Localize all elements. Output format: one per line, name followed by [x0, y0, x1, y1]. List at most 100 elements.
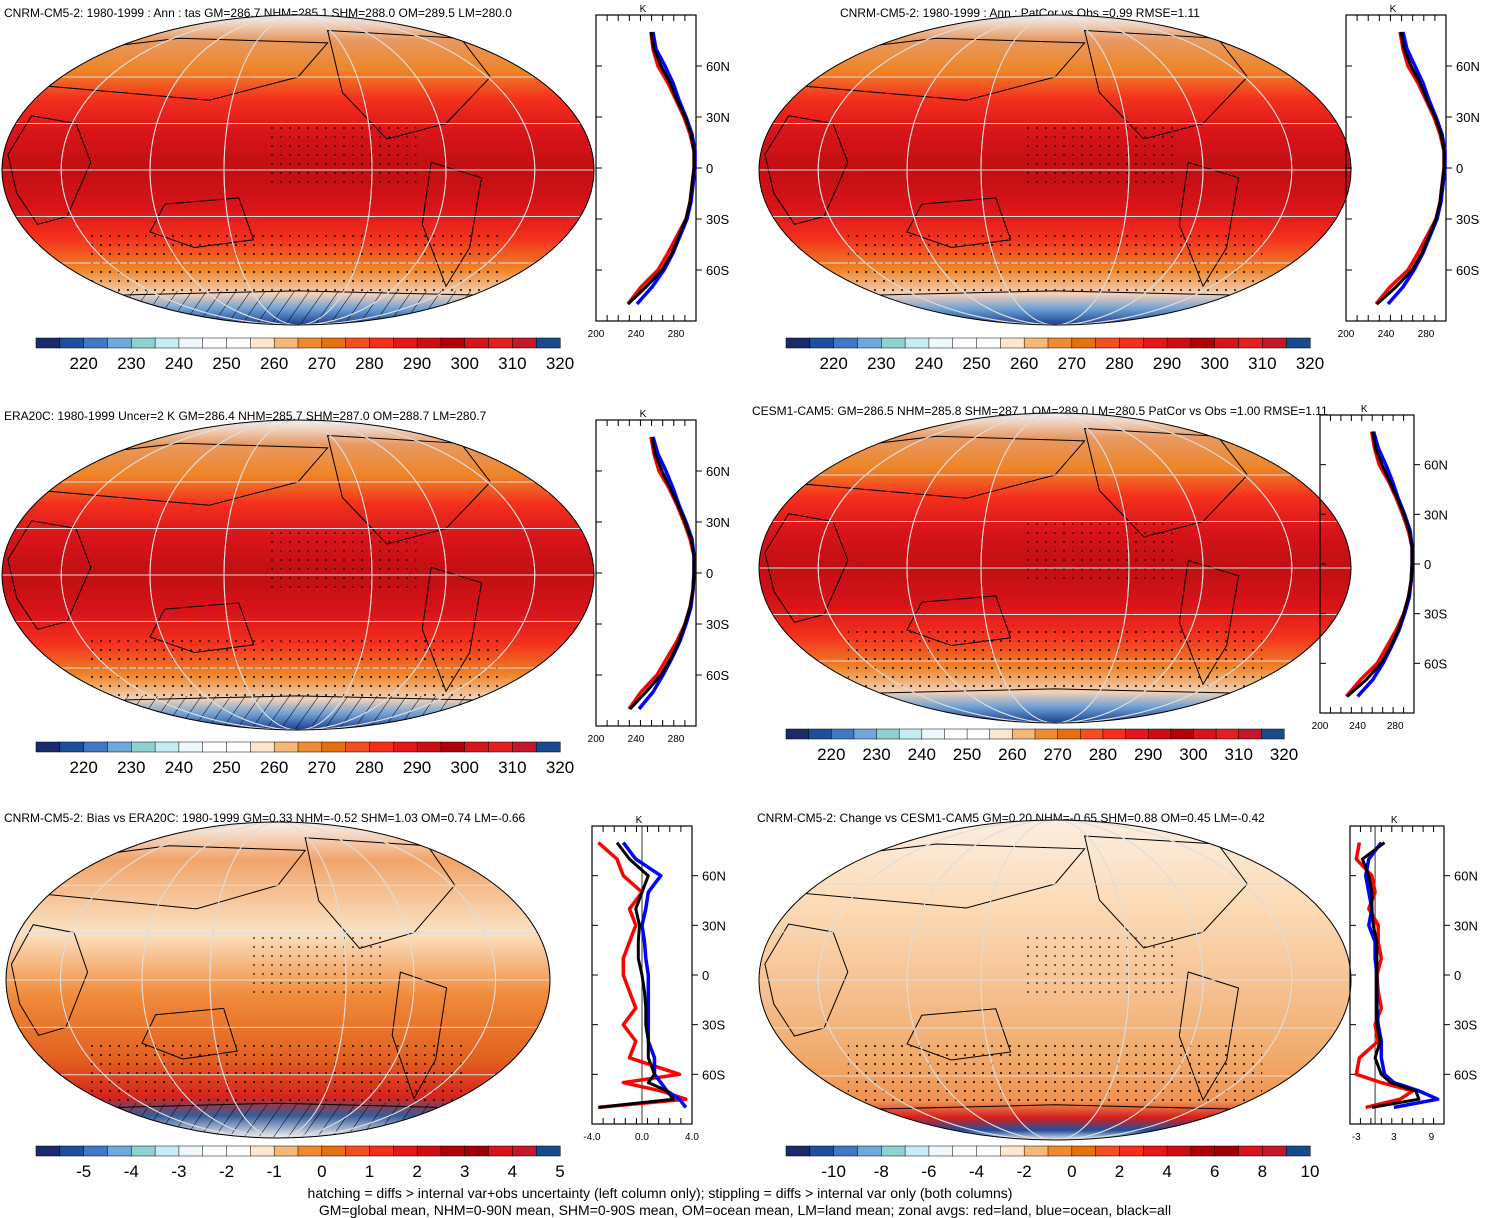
- colorbar-swatch: [1023, 337, 1049, 349]
- colorbar-swatch: [35, 337, 61, 349]
- zonal-x-tick-label: 9: [1429, 1132, 1435, 1143]
- panel-5: CNRM-CM5-2: Bias vs ERA20C: 1980-1999 GM…: [4, 811, 726, 1181]
- colorbar-swatch: [488, 741, 513, 753]
- colorbar-swatch: [369, 337, 394, 349]
- longitude-line: [906, 15, 1204, 325]
- colorbar: 220 230 240 250 260 270 280 290 300 310 320: [35, 337, 574, 373]
- panel-1: CNRM-CM5-2: 1980-1999 : Ann : tas GM=286…: [1, 4, 730, 373]
- colorbar-swatch: [1262, 337, 1287, 349]
- zonal-frame: [595, 14, 697, 322]
- colorbar-swatch: [1071, 337, 1097, 349]
- zonal-frame: [1345, 14, 1447, 322]
- zonal-x-tick-label: 200: [1312, 721, 1329, 732]
- longitude-line: [141, 822, 415, 1138]
- colorbar-tick-label: 1: [365, 1162, 374, 1181]
- colorbar-swatch: [1285, 337, 1311, 349]
- colorbar-swatch: [857, 337, 882, 349]
- stippling: [250, 932, 387, 996]
- longitude-line: [980, 15, 1130, 325]
- colorbar-tick-label: 290: [1153, 354, 1181, 373]
- colorbar-tick-label: 220: [69, 758, 97, 777]
- colorbar-swatch: [898, 728, 923, 740]
- zonal-line-all: [598, 841, 675, 1109]
- colorbar-tick-label: 220: [69, 354, 97, 373]
- colorbar-swatch: [369, 741, 394, 753]
- colorbar-swatch: [35, 1145, 61, 1157]
- longitude-line: [906, 820, 1204, 1140]
- colorbar-swatch: [1262, 1145, 1287, 1157]
- colorbar-tick-label: -10: [821, 1162, 846, 1181]
- zonal-y-tick-label: 30N: [1454, 918, 1478, 933]
- longitude-line: [209, 822, 347, 1138]
- zonal-y-tick-label: 60N: [1424, 458, 1448, 473]
- colorbar-swatch: [1285, 1145, 1311, 1157]
- longitude-line: [980, 820, 1130, 1140]
- colorbar-swatch: [989, 728, 1013, 740]
- colorbar-tick-label: 240: [165, 758, 193, 777]
- colorbar-swatch: [345, 1145, 371, 1157]
- zonal-profile: K -4.0 0.0 4.0 60N 30N 0 30S 60S: [583, 815, 725, 1143]
- colorbar-tick-label: -3: [171, 1162, 186, 1181]
- zonal-y-tick-label: 30S: [706, 212, 729, 227]
- colorbar-tick-label: 230: [867, 354, 895, 373]
- colorbar-swatch: [393, 741, 418, 753]
- colorbar-swatch: [154, 337, 180, 349]
- zonal-y-tick-label: 60N: [702, 869, 726, 884]
- zonal-y-tick-label: 30S: [1456, 212, 1479, 227]
- panel-title: CNRM-CM5-2: 1980-1999 : Ann : PatCor vs …: [840, 6, 1200, 20]
- colorbar-swatch: [345, 741, 371, 753]
- colorbar-swatch: [83, 741, 109, 753]
- colorbar-swatch: [393, 1145, 418, 1157]
- zonal-y-tick-label: 60N: [706, 59, 730, 74]
- colorbar-tick-label: 320: [1270, 745, 1298, 764]
- colorbar-tick-label: 270: [308, 758, 336, 777]
- colorbar-tick-label: 240: [165, 354, 193, 373]
- colorbar-swatch: [393, 337, 418, 349]
- colorbar-swatch: [440, 1145, 466, 1157]
- colorbar-tick-label: -4: [124, 1162, 139, 1181]
- zonal-line-all: [626, 31, 696, 306]
- colorbar-tick-label: 290: [403, 354, 431, 373]
- colorbar-tick-label: 290: [403, 758, 431, 777]
- colorbar-swatch: [1143, 337, 1168, 349]
- zonal-x-tick-label: 240: [628, 734, 645, 745]
- colorbar-tick-label: 2: [412, 1162, 421, 1181]
- colorbar-tick-label: 230: [117, 758, 145, 777]
- colorbar-swatch: [1238, 1145, 1263, 1157]
- colorbar-swatch: [928, 337, 954, 349]
- colorbar-swatch: [833, 337, 859, 349]
- map: [2, 15, 594, 325]
- colorbar-tick-label: 320: [546, 354, 574, 373]
- zonal-line-ocean: [621, 841, 688, 1109]
- colorbar-tick-label: 250: [953, 745, 981, 764]
- continent-outline: [764, 115, 849, 225]
- longitude-line: [149, 420, 447, 730]
- colorbar: 220 230 240 250 260 270 280 290 300 310 320: [785, 337, 1324, 373]
- zonal-x-tick-label: 240: [1378, 329, 1395, 340]
- colorbar-swatch: [131, 741, 156, 753]
- colorbar-tick-label: 310: [498, 354, 526, 373]
- colorbar-swatch: [853, 728, 878, 740]
- colorbar-swatch: [59, 741, 85, 753]
- zonal-x-tick-label: 240: [628, 329, 645, 340]
- map: [759, 820, 1351, 1140]
- colorbar-swatch: [976, 337, 1001, 349]
- zonal-x-tick-label: 280: [668, 734, 685, 745]
- colorbar-tick-label: -2: [1017, 1162, 1032, 1181]
- colorbar-swatch: [1095, 337, 1121, 349]
- colorbar: 220 230 240 250 260 270 280 290 300 310 320: [35, 741, 574, 777]
- colorbar-tick-label: 10: [1301, 1162, 1320, 1181]
- colorbar-swatch: [1000, 1145, 1025, 1157]
- zonal-y-tick-label: 60S: [702, 1067, 725, 1082]
- colorbar-swatch: [440, 337, 466, 349]
- panel-4: CESM1-CAM5: GM=286.5 NHM=285.8 SHM=287.1…: [752, 404, 1448, 764]
- stippling: [268, 528, 417, 591]
- zonal-line-all: [1361, 841, 1421, 1109]
- colorbar-tick-label: 230: [117, 354, 145, 373]
- colorbar-tick-label: 270: [1058, 354, 1086, 373]
- zonal-y-tick-label: 30N: [1424, 507, 1448, 522]
- colorbar-swatch: [808, 728, 832, 740]
- colorbar-tick-label: 270: [1043, 745, 1071, 764]
- colorbar-tick-label: 300: [451, 758, 479, 777]
- colorbar-swatch: [831, 728, 855, 740]
